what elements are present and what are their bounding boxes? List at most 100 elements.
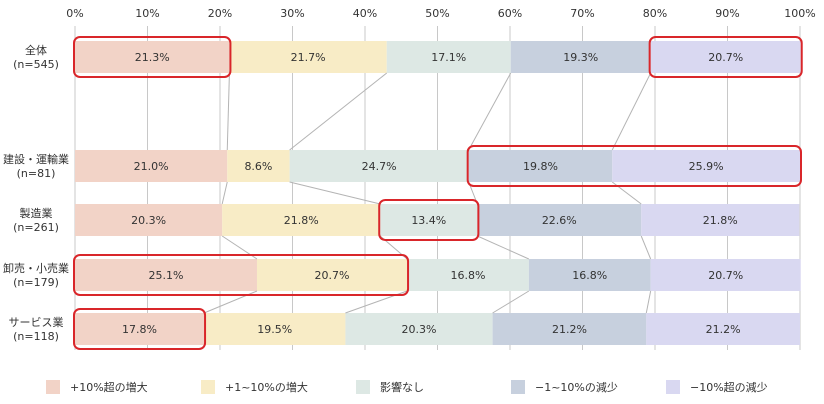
bar-segment [641, 204, 800, 236]
legend-swatch [666, 380, 680, 394]
segment-label: 13.4% [411, 214, 446, 227]
bar-segment [612, 150, 800, 182]
legend-label: 影響なし [380, 380, 424, 394]
bar-segment [468, 150, 613, 182]
highlight-box [466, 145, 802, 187]
connector-line [289, 181, 381, 205]
category-label: 建設・運輸業 [3, 152, 69, 166]
bar-segment [75, 150, 228, 182]
bar-segment [229, 41, 387, 73]
segment-label: 21.3% [135, 51, 170, 64]
bar-segment [345, 313, 493, 345]
bar-segment [650, 259, 801, 291]
connector-line [221, 181, 228, 205]
x-tick-label: 70% [570, 7, 594, 20]
segment-label: 21.2% [552, 323, 587, 336]
bar-segment [510, 41, 651, 73]
category-sample-size: (n=179) [13, 276, 59, 289]
bar-segment [407, 259, 529, 291]
bar-segment [204, 313, 346, 345]
highlight-box [73, 36, 232, 78]
bar-segment [477, 204, 642, 236]
segment-label: 20.7% [708, 51, 743, 64]
segment-label: 19.5% [257, 323, 292, 336]
x-tick-label: 30% [280, 7, 304, 20]
x-tick-label: 20% [208, 7, 232, 20]
connector-line [226, 72, 230, 151]
connector-line [468, 72, 512, 151]
bar-segment [75, 259, 257, 291]
category-sample-size: (n=81) [17, 167, 56, 180]
segment-label: 25.1% [149, 269, 184, 282]
segment-label: 24.7% [362, 160, 397, 173]
x-tick-label: 40% [353, 7, 377, 20]
x-tick-label: 60% [498, 7, 522, 20]
segment-label: 25.9% [689, 160, 724, 173]
category-labels: 全体(n=545)建設・運輸業(n=81)製造業(n=261)卸売・小売業(n=… [3, 43, 69, 343]
gridlines [74, 26, 801, 350]
segment-label: 21.8% [284, 214, 319, 227]
connector-line [477, 235, 530, 260]
bar-segment [75, 313, 205, 345]
segment-label: 16.8% [572, 269, 607, 282]
legend-swatch [201, 380, 215, 394]
segment-labels: 21.3% 21.7% 17.1% 19.3% 20.7% 21.0% 8.6% 24.7% 1… [122, 51, 743, 336]
x-tick-label: 0% [66, 7, 83, 20]
connector-line [492, 290, 530, 314]
category-label: 卸売・小売業 [3, 261, 69, 275]
legend-label: +1~10%の増大 [225, 380, 308, 394]
category-sample-size: (n=545) [13, 58, 59, 71]
x-tick-label: 50% [425, 7, 449, 20]
connector-line [645, 290, 652, 314]
category-sample-size: (n=261) [13, 221, 59, 234]
legend-swatch [356, 380, 370, 394]
segment-label: 19.8% [523, 160, 558, 173]
bar-segment [650, 41, 801, 73]
highlight-boxes [73, 36, 803, 350]
segment-label: 22.6% [542, 214, 577, 227]
bar-segment [289, 150, 469, 182]
legend-label: +10%超の増大 [70, 380, 148, 394]
bar-segment [492, 313, 647, 345]
x-tick-label: 80% [643, 7, 667, 20]
highlight-box [73, 308, 207, 350]
category-label: 全体 [25, 43, 47, 57]
x-tick-label: 90% [715, 7, 739, 20]
segment-label: 20.7% [315, 269, 350, 282]
segment-label: 17.8% [122, 323, 157, 336]
connector-line [640, 235, 652, 260]
segment-label: 19.3% [563, 51, 598, 64]
x-tick-label: 10% [135, 7, 159, 20]
segment-label: 21.2% [706, 323, 741, 336]
highlight-box [648, 36, 803, 78]
segment-label: 20.7% [708, 269, 743, 282]
bar-segment [386, 41, 511, 73]
segment-label: 20.3% [402, 323, 437, 336]
bar-segment [646, 313, 800, 345]
segment-label: 8.6% [244, 160, 272, 173]
segment-label: 20.3% [131, 214, 166, 227]
legend-swatch [46, 380, 60, 394]
highlight-box [378, 199, 480, 241]
x-tick-label: 100% [784, 7, 815, 20]
bar-segment [222, 204, 381, 236]
bar-segment [256, 259, 408, 291]
segment-label: 21.7% [291, 51, 326, 64]
segment-label: 16.8% [450, 269, 485, 282]
category-label: サービス業 [9, 316, 64, 329]
legend: +10%超の増大 +1~10%の増大 影響なし −1~10%の減少 −10%超の減少 [46, 380, 768, 394]
category-sample-size: (n=118) [13, 330, 59, 343]
highlight-box [73, 254, 410, 296]
segment-label: 17.1% [431, 51, 466, 64]
connector-line [289, 72, 388, 151]
bar-segment [75, 41, 230, 73]
bar-segments [75, 41, 801, 345]
bar-segment [380, 204, 478, 236]
connector-line [611, 72, 652, 151]
x-axis-ticks: 0% 10% 20% 30% 40% 50% 60% 70% 80% 90% 100% [66, 7, 815, 20]
bar-segment [528, 259, 651, 291]
category-label: 製造業 [20, 206, 53, 220]
segment-label: 21.0% [134, 160, 169, 173]
legend-swatch [511, 380, 525, 394]
